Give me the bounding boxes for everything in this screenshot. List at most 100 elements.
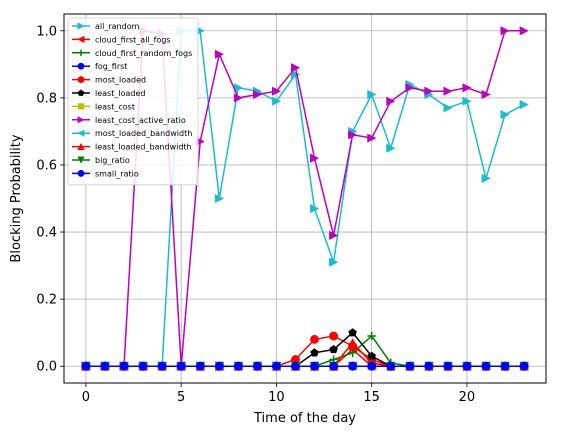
data-point [367,133,377,143]
x-tick-label: 5 [177,390,185,405]
data-point [500,361,510,371]
legend-label: least_cost [95,102,135,111]
series-line [85,348,525,367]
data-point [138,361,148,371]
series-layer [81,26,529,371]
data-point [367,361,377,371]
data-point [214,49,225,59]
data-point [214,193,225,204]
legend-item: big_ratio [72,156,130,165]
data-point [310,153,320,163]
axis-ticks: 0 5 10 15 20 0.0 0.2 0.4 0.6 0.8 1.0 [36,24,475,405]
data-point [310,348,319,357]
legend-marker [77,76,85,84]
data-point [310,361,319,371]
data-point [443,86,453,96]
series-cloud_first_random_fogs [81,331,529,371]
legend-label: most_loaded [95,76,146,85]
data-point [329,257,339,267]
data-point [119,361,129,371]
data-point [367,89,377,100]
data-point [424,86,434,96]
data-point [500,109,510,120]
data-point [252,89,263,100]
series-small_ratio [81,361,529,371]
legend: all_random cloud_first_all_fogs cloud_firs… [67,17,199,186]
legend-label: big_ratio [95,156,130,165]
legend-marker [77,103,85,110]
legend-label: cloud_first_random_fogs [95,49,192,58]
x-tick-label: 10 [268,390,285,405]
data-point [310,203,320,214]
y-tick-label: 0.6 [36,158,57,173]
data-point [329,361,339,371]
data-point [481,89,491,100]
series-line [85,334,525,367]
data-point [329,344,338,354]
legend-marker [77,49,85,56]
legend-item: least_loaded [72,89,145,98]
legend-marker [77,22,85,30]
data-point [462,83,472,93]
data-point [195,361,205,371]
data-point [443,103,453,113]
data-point [424,361,434,371]
series-line [85,335,525,367]
data-point [233,93,244,103]
data-point [176,361,186,371]
data-point [271,96,282,106]
legend-label: least_cost_active_ratio [95,116,186,125]
data-point [481,361,491,371]
data-point [81,361,91,371]
legend-marker [77,62,85,70]
data-point [519,99,529,110]
data-point [519,26,529,36]
legend-label: most_loaded_bandwidth [95,129,192,138]
data-point [214,361,224,371]
data-point [348,130,358,140]
data-point [271,86,282,96]
data-point [252,361,262,371]
series-most_loaded [81,331,529,371]
legend-item: cloud_first_random_fogs [72,49,192,58]
legend-marker [77,142,85,151]
data-point [500,26,510,36]
data-point [367,331,376,341]
legend-label: all_random [95,22,140,31]
data-point [462,96,472,106]
data-point [329,331,339,341]
y-tick-label: 0.2 [36,293,57,308]
legend-item: cloud_first_all_fogs [72,35,171,44]
x-tick-label: 20 [459,390,476,405]
legend-marker [77,116,85,124]
legend-marker [77,156,85,164]
legend-item: least_cost_active_ratio [72,116,186,125]
data-point [348,328,357,337]
y-tick-label: 0.8 [36,91,57,106]
y-tick-label: 1.0 [36,24,57,39]
y-axis-label: Blocking Probability [9,134,24,262]
data-point [481,173,491,184]
y-tick-label: 0.4 [36,226,57,241]
data-point [519,361,529,371]
legend-item: most_loaded [72,76,146,85]
legend-label: fog_first [95,62,127,71]
data-point [462,361,472,371]
data-point [291,69,301,80]
data-point [291,63,301,73]
data-point [405,83,415,93]
data-point [329,230,339,241]
legend-item: small_ratio [72,169,139,178]
plot-frame [63,13,547,384]
legend-label: small_ratio [95,169,139,178]
legend-box [67,17,199,186]
data-point [291,361,300,371]
x-tick-label: 0 [82,390,90,405]
data-point [233,361,243,371]
x-tick-label: 15 [363,390,380,405]
legend-item: all_random [72,22,140,31]
legend-marker [77,129,85,137]
y-tick-label: 0.0 [36,360,57,375]
legend-item: fog_first [72,62,127,71]
